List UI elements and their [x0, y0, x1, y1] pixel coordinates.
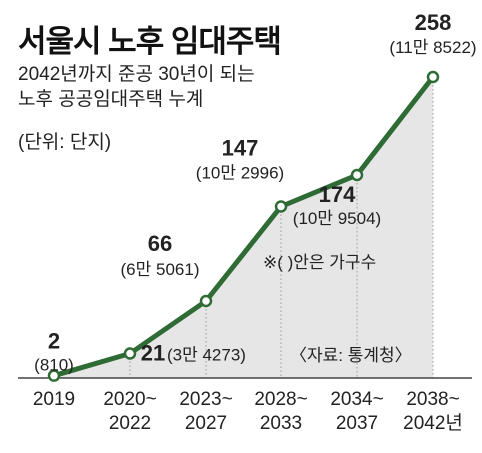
household-label-1: (3만 4273): [167, 346, 246, 365]
value-label-3: 147: [222, 136, 259, 161]
household-label-0: (810): [34, 356, 74, 375]
x-tick-label-2: 2027: [185, 413, 227, 434]
subtitle-line-1: 2042년까지 준공 30년이 되는: [18, 64, 255, 85]
x-tick-label-5: 2042년: [403, 412, 463, 434]
point-marker-3: [274, 200, 288, 213]
household-label-5: (11만 8522): [389, 38, 476, 57]
x-tick-label-4: 2037: [336, 413, 378, 434]
value-label-0: 2: [48, 329, 60, 354]
x-tick-label-4: 2034~: [330, 389, 383, 410]
point-marker-5: [426, 70, 440, 84]
x-tick-label-1: 2020~: [103, 389, 156, 410]
x-tick-label-1: 2022: [109, 413, 151, 434]
household-note: ※( )안은 가구수: [263, 253, 376, 272]
area-fill: [54, 77, 433, 378]
source-note: 〈자료: 통계청〉: [290, 346, 412, 365]
household-label-3: (10만 2996): [196, 164, 284, 183]
unit-label: (단위: 단지): [18, 132, 112, 153]
value-label-5: 258: [415, 10, 452, 35]
household-label-2: (6만 5061): [121, 260, 200, 279]
value-label-2: 66: [148, 231, 172, 256]
value-label-1: 21: [141, 341, 165, 366]
x-tick-label-2: 2023~: [179, 389, 232, 410]
point-marker-1: [123, 347, 137, 360]
point-marker-0: [47, 369, 61, 382]
x-tick-label-5: 2038~: [406, 389, 459, 410]
household-label-4: (10만 9504): [293, 209, 381, 228]
x-tick-label-3: 2033: [260, 413, 302, 434]
chart-subtitle: 2042년까지 준공 30년이 되는 노후 공공임대주택 누계: [18, 62, 255, 112]
x-tick-label-0: 2019: [33, 389, 75, 410]
chart-title: 서울시 노후 임대주택: [18, 24, 282, 59]
value-label-4: 174: [319, 182, 356, 207]
subtitle-line-2: 노후 공공임대주택 누계: [18, 89, 204, 110]
point-marker-4: [350, 168, 364, 182]
series-line: [51, 74, 436, 379]
x-tick-label-3: 2028~: [254, 389, 307, 410]
point-marker-2: [199, 294, 213, 308]
